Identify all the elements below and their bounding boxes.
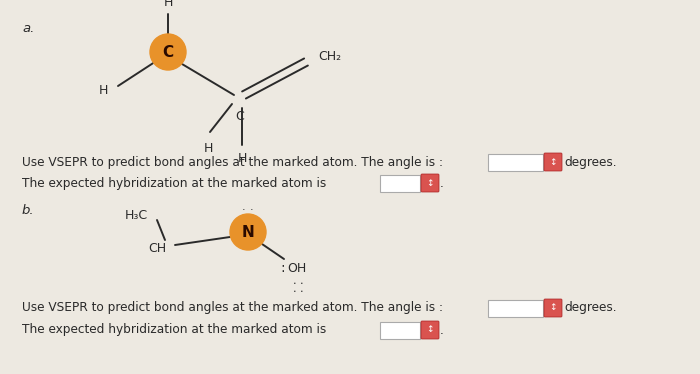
Text: H: H xyxy=(163,0,173,9)
FancyBboxPatch shape xyxy=(488,153,543,171)
Circle shape xyxy=(150,34,186,70)
FancyBboxPatch shape xyxy=(380,322,420,338)
Text: C: C xyxy=(236,110,244,123)
Text: N: N xyxy=(241,224,254,239)
Text: a.: a. xyxy=(22,21,34,34)
Text: :: : xyxy=(281,261,285,275)
Text: ↕: ↕ xyxy=(426,178,434,187)
Text: ·: · xyxy=(250,205,254,215)
Text: H: H xyxy=(237,152,246,165)
Text: H: H xyxy=(203,142,213,155)
Text: ·: · xyxy=(242,205,246,215)
Text: ⋅ ⋅: ⋅ ⋅ xyxy=(293,279,303,289)
Text: CH₂: CH₂ xyxy=(318,49,341,62)
Circle shape xyxy=(230,214,266,250)
FancyBboxPatch shape xyxy=(421,174,439,192)
Text: ↕: ↕ xyxy=(550,157,556,166)
Text: degrees.: degrees. xyxy=(564,301,617,315)
Text: b.: b. xyxy=(22,203,34,217)
Text: CH: CH xyxy=(148,242,166,254)
Text: Use VSEPR to predict bond angles at the marked atom. The angle is :: Use VSEPR to predict bond angles at the … xyxy=(22,301,443,315)
Text: H: H xyxy=(99,83,108,96)
Text: .: . xyxy=(440,177,444,190)
Text: H₃C: H₃C xyxy=(125,208,148,221)
Text: ↕: ↕ xyxy=(550,303,556,313)
Text: ⋅ ⋅: ⋅ ⋅ xyxy=(293,287,303,297)
Text: C: C xyxy=(162,45,174,59)
Text: .: . xyxy=(440,324,444,337)
Text: The expected hybridization at the marked atom is: The expected hybridization at the marked… xyxy=(22,177,326,190)
Text: The expected hybridization at the marked atom is: The expected hybridization at the marked… xyxy=(22,324,326,337)
Text: Use VSEPR to predict bond angles at the marked atom. The angle is :: Use VSEPR to predict bond angles at the … xyxy=(22,156,443,169)
FancyBboxPatch shape xyxy=(544,299,562,317)
FancyBboxPatch shape xyxy=(488,300,543,316)
Text: OH: OH xyxy=(287,261,307,275)
FancyBboxPatch shape xyxy=(544,153,562,171)
Text: degrees.: degrees. xyxy=(564,156,617,169)
Text: ↕: ↕ xyxy=(426,325,434,334)
FancyBboxPatch shape xyxy=(421,321,439,339)
FancyBboxPatch shape xyxy=(380,175,420,191)
